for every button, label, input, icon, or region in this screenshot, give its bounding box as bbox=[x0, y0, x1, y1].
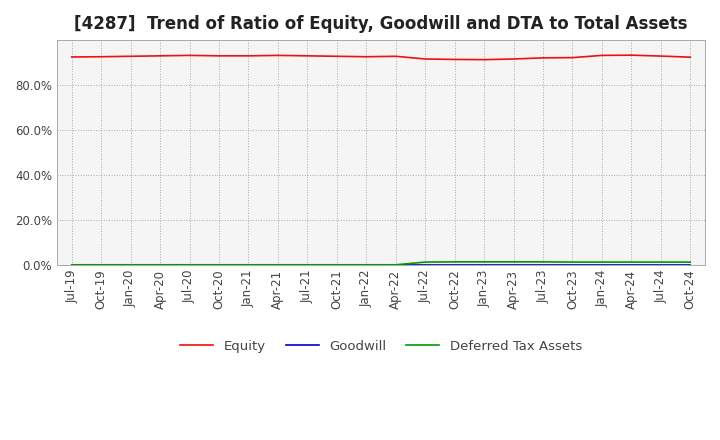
Goodwill bbox=[392, 262, 400, 268]
Equity bbox=[686, 55, 695, 60]
Goodwill bbox=[627, 262, 636, 268]
Deferred Tax Assets bbox=[480, 259, 488, 264]
Deferred Tax Assets bbox=[539, 259, 547, 264]
Equity bbox=[657, 53, 665, 59]
Goodwill bbox=[303, 262, 312, 268]
Deferred Tax Assets bbox=[450, 259, 459, 264]
Equity bbox=[274, 53, 282, 58]
Legend: Equity, Goodwill, Deferred Tax Assets: Equity, Goodwill, Deferred Tax Assets bbox=[175, 334, 587, 358]
Goodwill bbox=[598, 262, 606, 268]
Equity bbox=[480, 57, 488, 62]
Goodwill bbox=[68, 262, 76, 268]
Goodwill bbox=[126, 262, 135, 268]
Deferred Tax Assets bbox=[303, 262, 312, 268]
Deferred Tax Assets bbox=[421, 260, 430, 265]
Deferred Tax Assets bbox=[362, 262, 371, 268]
Equity bbox=[156, 53, 164, 59]
Goodwill bbox=[509, 262, 518, 268]
Deferred Tax Assets bbox=[392, 262, 400, 268]
Goodwill bbox=[480, 262, 488, 268]
Deferred Tax Assets bbox=[97, 262, 106, 268]
Deferred Tax Assets bbox=[686, 260, 695, 265]
Goodwill bbox=[185, 262, 194, 268]
Deferred Tax Assets bbox=[509, 259, 518, 264]
Goodwill bbox=[215, 262, 223, 268]
Deferred Tax Assets bbox=[627, 260, 636, 265]
Equity bbox=[303, 53, 312, 59]
Equity bbox=[568, 55, 577, 60]
Deferred Tax Assets bbox=[215, 262, 223, 268]
Goodwill bbox=[686, 262, 695, 268]
Title: [4287]  Trend of Ratio of Equity, Goodwill and DTA to Total Assets: [4287] Trend of Ratio of Equity, Goodwil… bbox=[74, 15, 688, 33]
Goodwill bbox=[421, 262, 430, 268]
Goodwill bbox=[450, 262, 459, 268]
Deferred Tax Assets bbox=[333, 262, 341, 268]
Deferred Tax Assets bbox=[598, 260, 606, 265]
Goodwill bbox=[244, 262, 253, 268]
Equity bbox=[392, 54, 400, 59]
Goodwill bbox=[657, 262, 665, 268]
Deferred Tax Assets bbox=[185, 262, 194, 268]
Equity bbox=[421, 56, 430, 62]
Deferred Tax Assets bbox=[274, 262, 282, 268]
Equity bbox=[450, 57, 459, 62]
Equity bbox=[362, 54, 371, 59]
Equity bbox=[627, 52, 636, 58]
Line: Equity: Equity bbox=[72, 55, 690, 60]
Equity bbox=[539, 55, 547, 61]
Deferred Tax Assets bbox=[657, 260, 665, 265]
Goodwill bbox=[568, 262, 577, 268]
Equity bbox=[185, 53, 194, 58]
Goodwill bbox=[362, 262, 371, 268]
Goodwill bbox=[274, 262, 282, 268]
Equity bbox=[215, 53, 223, 59]
Deferred Tax Assets bbox=[244, 262, 253, 268]
Deferred Tax Assets bbox=[126, 262, 135, 268]
Equity bbox=[333, 54, 341, 59]
Goodwill bbox=[97, 262, 106, 268]
Deferred Tax Assets bbox=[568, 260, 577, 265]
Equity bbox=[598, 53, 606, 58]
Equity bbox=[97, 54, 106, 59]
Goodwill bbox=[333, 262, 341, 268]
Equity bbox=[68, 54, 76, 59]
Equity bbox=[509, 56, 518, 62]
Goodwill bbox=[156, 262, 164, 268]
Equity bbox=[244, 53, 253, 59]
Deferred Tax Assets bbox=[68, 262, 76, 268]
Line: Deferred Tax Assets: Deferred Tax Assets bbox=[72, 262, 690, 265]
Deferred Tax Assets bbox=[156, 262, 164, 268]
Goodwill bbox=[539, 262, 547, 268]
Equity bbox=[126, 54, 135, 59]
